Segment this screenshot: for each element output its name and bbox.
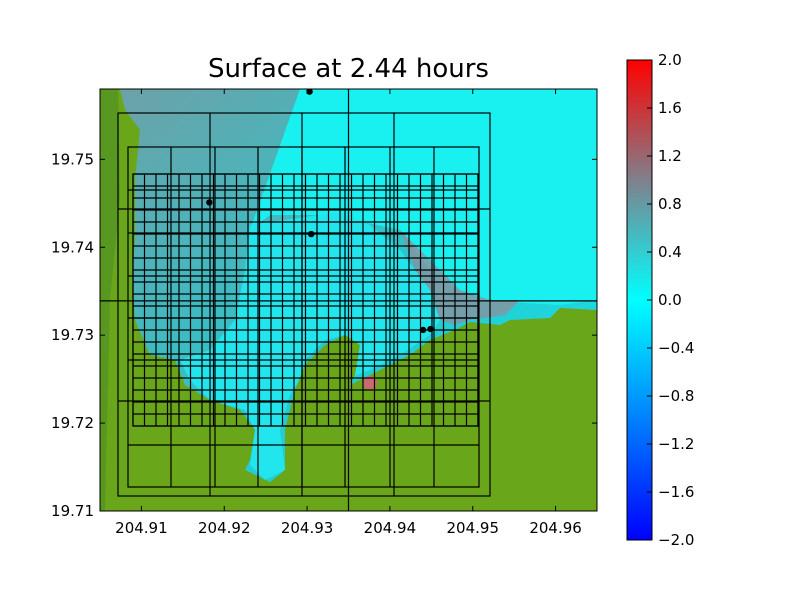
chart-title: Surface at 2.44 hours [208,54,489,84]
land-west [100,89,597,511]
gauge-point [308,230,315,238]
y-tick-label: 19.75 [51,150,94,168]
x-axis-ticks: 204.91 204.92 204.93 204.94 204.95 204.96 [115,89,582,537]
red-spot [363,376,377,390]
gauge-point [427,325,434,333]
x-tick-label: 204.91 [115,519,168,537]
colorbar-tick-label: 1.6 [658,99,682,117]
plot-frame [99,88,598,512]
colorbar-tick-label: −1.2 [658,435,694,453]
gauge-point [206,199,213,206]
y-axis-ticks: 19.71 19.72 19.73 19.74 19.75 [51,150,597,520]
colorbar-ticks: 2.0 1.6 1.2 0.8 0.4 0.0 −0.4 −0.8 −1.2 −1.6 −2.0 [647,51,694,549]
colorbar-tick-label: −0.8 [658,387,694,405]
x-tick-label: 204.94 [364,519,417,537]
x-tick-label: 204.96 [529,519,582,537]
grid-level-2 [117,112,491,497]
amr-grid-overlay [100,89,597,511]
colorbar-tick-label: 0.0 [658,291,682,309]
y-tick-label: 19.71 [51,502,94,520]
y-tick-label: 19.72 [51,414,94,432]
colorbar-tick-label: 0.4 [658,243,682,261]
y-tick-label: 19.73 [51,326,94,344]
x-tick-label: 204.92 [198,519,251,537]
x-tick-label: 204.95 [447,519,500,537]
colorbar-tick-label: 2.0 [658,51,682,69]
open-ocean-cyan [250,89,597,305]
colorbar-tick-label: −2.0 [658,531,694,549]
colorbar-tick-label: −0.4 [658,339,694,357]
gauge-point [419,326,427,334]
land-west-dark [100,89,120,511]
x-tick-label: 204.93 [281,519,334,537]
grid-level-3 [127,146,480,488]
gauge-points [206,88,434,334]
y-tick-label: 19.74 [51,238,94,256]
colorbar-tick-label: 0.8 [658,195,682,213]
colorbar-tick-label: 1.2 [658,147,682,165]
colorbar-tick-label: −1.6 [658,483,694,501]
gauge-point [306,88,313,95]
